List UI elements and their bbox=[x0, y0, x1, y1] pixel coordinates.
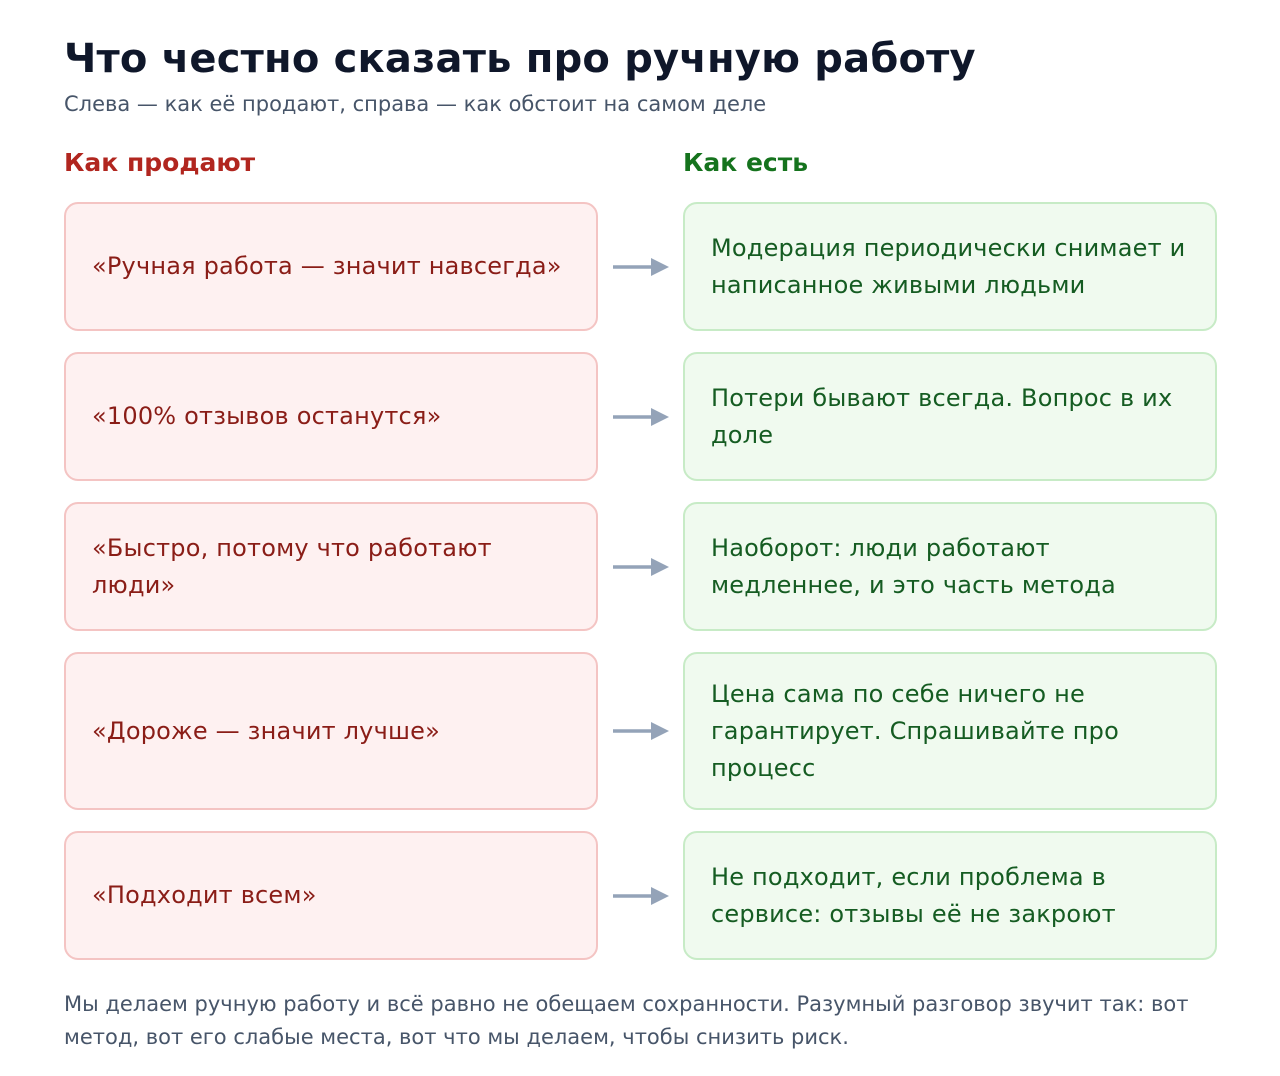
arrow-right-icon bbox=[612, 886, 669, 905]
fact-card: Потери бывают всегда. Вопрос в их доле bbox=[683, 352, 1217, 481]
arrow-right-icon bbox=[612, 557, 669, 576]
comparison-row: «100% отзывов останутся» Потери бывают в… bbox=[64, 352, 1217, 481]
fact-text: Не подходит, если проблема в сервисе: от… bbox=[711, 862, 1116, 928]
fact-text: Потери бывают всегда. Вопрос в их доле bbox=[711, 383, 1173, 449]
myth-card: «Быстро, потому что работают люди» bbox=[64, 502, 598, 631]
comparison-row: «Ручная работа — значит навсегда» Модера… bbox=[64, 202, 1217, 331]
fact-column-heading: Как есть bbox=[683, 148, 809, 177]
arrow-connector bbox=[598, 202, 683, 331]
page-subtitle: Слева — как её продают, справа — как обс… bbox=[64, 92, 767, 116]
fact-card: Не подходит, если проблема в сервисе: от… bbox=[683, 831, 1217, 960]
fact-text: Модерация периодически снимает и написан… bbox=[711, 233, 1186, 299]
fact-card: Модерация периодически снимает и написан… bbox=[683, 202, 1217, 331]
myth-text: «Ручная работа — значит навсегда» bbox=[92, 252, 562, 280]
comparison-row: «Дороже — значит лучше» Цена сама по себ… bbox=[64, 652, 1217, 810]
myth-text: «Дороже — значит лучше» bbox=[92, 716, 440, 745]
fact-card: Наоборот: люди работают медленнее, и это… bbox=[683, 502, 1217, 631]
footer-note: Мы делаем ручную работу и всё равно не о… bbox=[64, 992, 1189, 1049]
myth-text: «Быстро, потому что работают люди» bbox=[92, 533, 492, 599]
comparison-rows: «Ручная работа — значит навсегда» Модера… bbox=[64, 202, 1217, 960]
arrow-connector bbox=[598, 502, 683, 631]
arrow-connector bbox=[598, 831, 683, 960]
arrow-right-icon bbox=[612, 722, 669, 740]
myth-column-heading: Как продают bbox=[64, 148, 256, 177]
arrow-connector bbox=[598, 352, 683, 481]
myth-text: «Подходит всем» bbox=[92, 881, 317, 909]
fact-text: Цена сама по себе ничего не гарантирует.… bbox=[711, 679, 1119, 782]
myth-text: «100% отзывов останутся» bbox=[92, 402, 442, 430]
myth-card: «Дороже — значит лучше» bbox=[64, 652, 598, 810]
fact-card: Цена сама по себе ничего не гарантирует.… bbox=[683, 652, 1217, 810]
page-title: Что честно сказать про ручную работу bbox=[64, 36, 976, 82]
myth-card: «Ручная работа — значит навсегда» bbox=[64, 202, 598, 331]
myth-card: «100% отзывов останутся» bbox=[64, 352, 598, 481]
comparison-row: «Подходит всем» Не подходит, если пробле… bbox=[64, 831, 1217, 960]
fact-text: Наоборот: люди работают медленнее, и это… bbox=[711, 533, 1116, 599]
comparison-row: «Быстро, потому что работают люди» Наобо… bbox=[64, 502, 1217, 631]
arrow-right-icon bbox=[612, 257, 669, 276]
myth-card: «Подходит всем» bbox=[64, 831, 598, 960]
arrow-connector bbox=[598, 652, 683, 810]
arrow-right-icon bbox=[612, 407, 669, 426]
